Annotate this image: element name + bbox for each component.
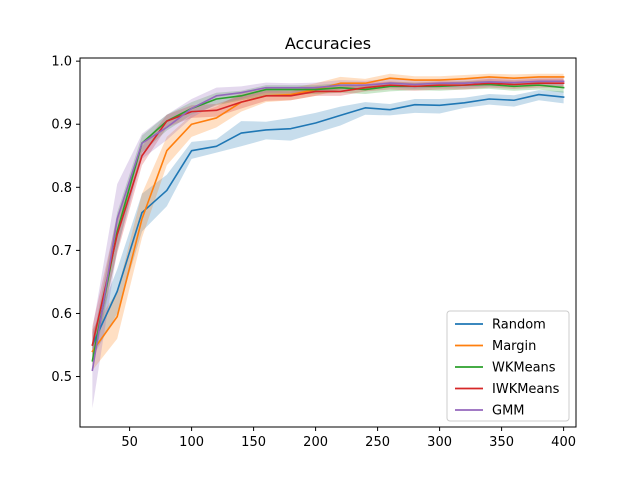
line-iwkmeans (91, 82, 565, 346)
y-tick-label: 0.7 (51, 244, 72, 259)
legend-label-random: Random (492, 318, 546, 333)
chart-title: Accuracies (285, 34, 371, 53)
line-random (91, 93, 565, 347)
x-tick-label: 200 (303, 435, 328, 450)
y-tick-label: 0.6 (51, 307, 72, 322)
legend-label-gmm: GMM (492, 404, 525, 419)
x-tick-label: 400 (551, 435, 576, 450)
plot-area (91, 73, 565, 409)
y-tick-label: 1.0 (51, 55, 72, 70)
x-tick-label: 150 (241, 435, 266, 450)
x-tick-label: 50 (121, 435, 138, 450)
y-tick-label: 0.9 (51, 118, 72, 133)
axes-frame (79, 57, 577, 428)
legend-label-wkmeans: WKMeans (492, 361, 556, 376)
legend-label-margin: Margin (492, 339, 536, 354)
line-gmm (91, 80, 565, 372)
y-tick-label: 0.5 (51, 370, 72, 385)
legend-label-iwkmeans: IWKMeans (492, 382, 560, 397)
x-tick-label: 300 (427, 435, 452, 450)
legend: Random Margin WKMeans IWKMeans GMM (446, 310, 570, 422)
x-tick-label: 350 (489, 435, 514, 450)
x-tick-label: 250 (365, 435, 390, 450)
y-tick-label: 0.8 (51, 181, 72, 196)
x-tick-label: 100 (179, 435, 204, 450)
legend-box (446, 310, 570, 422)
axes: 50 100 150 200 250 300 350 400 0.5 0.6 0.7 0.8 0.9 1.… (51, 55, 577, 450)
